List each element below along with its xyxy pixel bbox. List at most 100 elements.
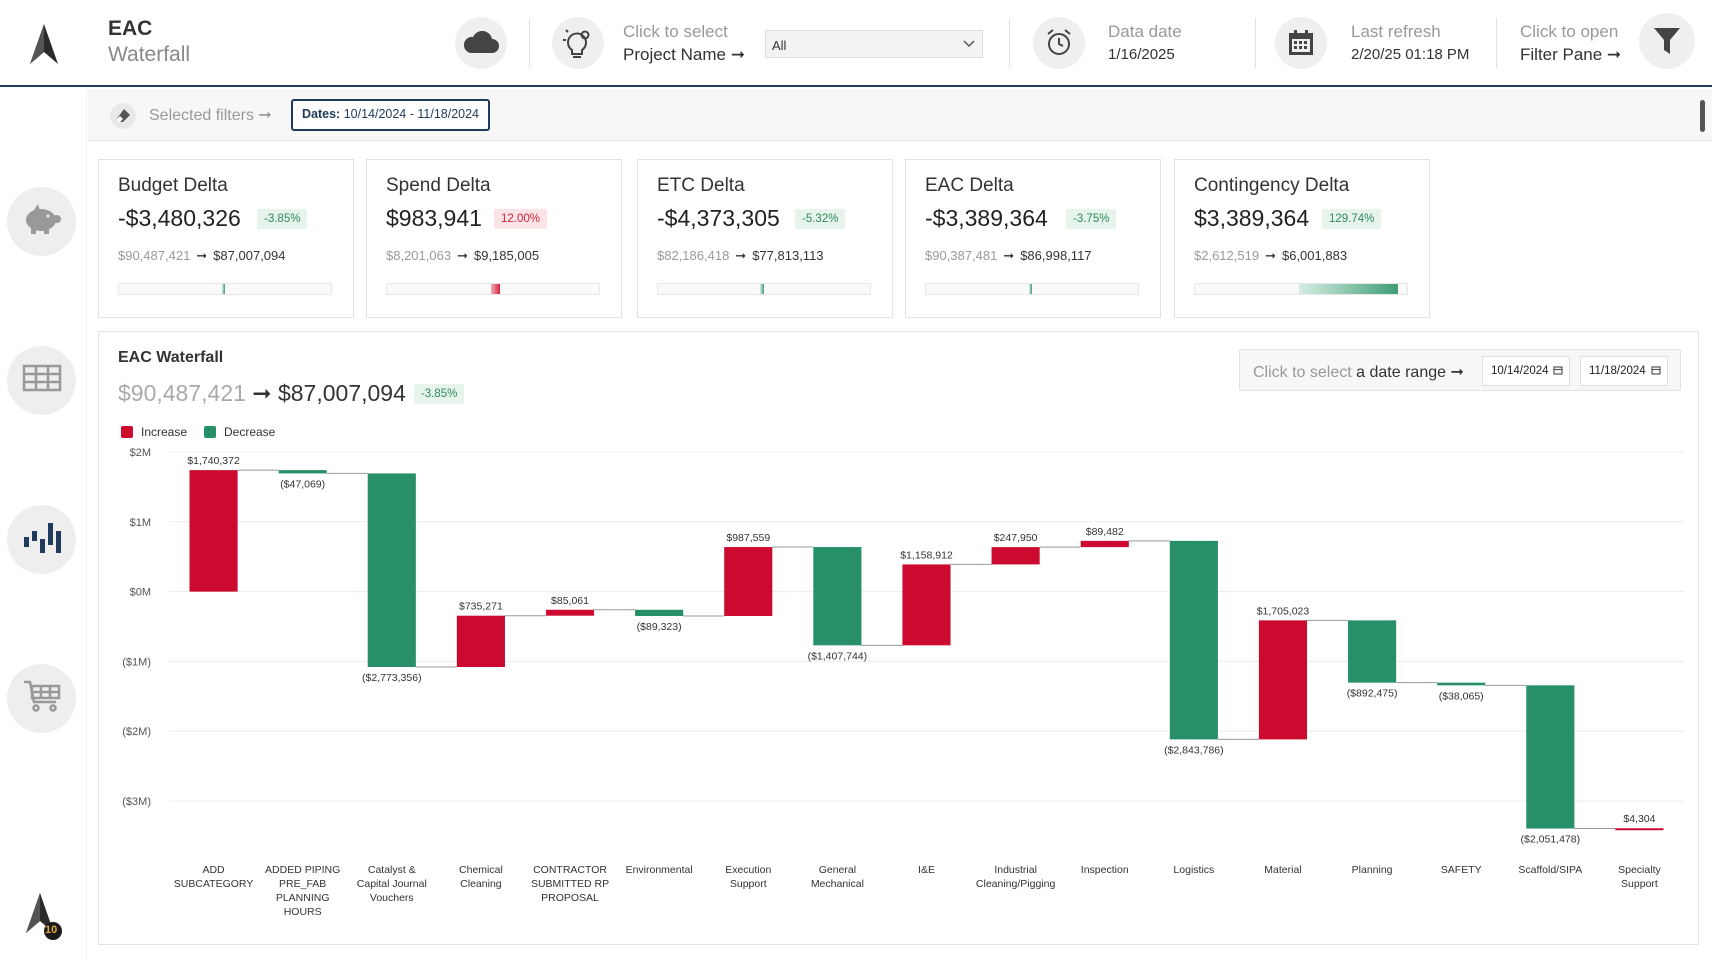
- chart-summary: $90,487,421 ➞ $87,007,094 -3.85%: [118, 380, 465, 407]
- x-tick-label: Industrial Cleaning/Pigging: [976, 864, 1056, 890]
- x-tick-label: Scaffold/SIPA: [1518, 864, 1582, 876]
- date-range-picker: Click to select a date range ➞ 10/14/202…: [1239, 349, 1681, 391]
- page-scrollbar[interactable]: [1700, 100, 1705, 132]
- data-label: ($2,773,356): [362, 672, 422, 684]
- waterfall-bar: [1526, 685, 1575, 829]
- header-divider: [1496, 18, 1497, 68]
- calendar-icon: [1651, 365, 1661, 378]
- data-label: $1,705,023: [1257, 605, 1310, 617]
- kpi-bar: [657, 283, 871, 295]
- waterfall-bar: [189, 470, 238, 592]
- kpi-from-to: $8,201,063 ➞ $9,185,005: [386, 248, 540, 263]
- x-tick-label: Logistics: [1173, 864, 1214, 876]
- x-tick-label: Specialty Support: [1618, 864, 1661, 890]
- start-date-input[interactable]: 10/14/2024: [1482, 356, 1570, 386]
- eraser-icon[interactable]: [110, 103, 136, 129]
- waterfall-chart-icon: [22, 519, 62, 560]
- page-title-sub: Waterfall: [108, 43, 191, 66]
- waterfall-bar: [1615, 828, 1664, 831]
- piggy-bank-icon: [20, 202, 64, 241]
- data-label: $735,271: [459, 601, 503, 613]
- lightbulb-gear-icon[interactable]: [552, 17, 604, 69]
- data-label: $247,950: [994, 532, 1038, 544]
- date-filter-chip[interactable]: Dates: 10/14/2024 - 11/18/2024: [291, 99, 491, 131]
- sidebar-item-table[interactable]: [7, 346, 76, 415]
- page-title-main: EAC: [108, 17, 153, 40]
- waterfall-bar: [902, 564, 951, 646]
- legend-decrease: Decrease: [204, 425, 275, 439]
- kpi-pct-badge: 12.00%: [494, 209, 548, 229]
- data-date: Data date 1/16/2025: [1108, 22, 1182, 63]
- x-tick-label: General Mechanical: [811, 864, 864, 890]
- data-label: ($47,069): [280, 478, 325, 490]
- data-label: ($892,475): [1347, 688, 1398, 700]
- waterfall-bar: [545, 609, 595, 616]
- sidebar-item-budget[interactable]: [7, 187, 76, 256]
- x-tick-label: ADDED PIPING PRE_FAB PLANNING HOURS: [265, 864, 340, 918]
- y-tick-label: $1M: [130, 517, 151, 529]
- kpi-pct-badge: -5.32%: [795, 209, 846, 229]
- data-label: $85,061: [551, 595, 589, 607]
- alarm-clock-icon: [1033, 17, 1085, 69]
- chart-title: EAC Waterfall: [118, 349, 224, 366]
- kpi-pct-badge: 129.74%: [1322, 209, 1382, 229]
- app-badge-logo-icon: 10: [24, 891, 66, 946]
- kpi-card-eac: EAC Delta -$3,389,364 -3.75% $90,387,481…: [905, 159, 1161, 318]
- project-selector-label[interactable]: Click to select Project Name ➞: [623, 22, 745, 64]
- x-tick-label: ADD SUBCATEGORY: [174, 864, 254, 890]
- date-range-label[interactable]: Click to select a date range ➞: [1253, 364, 1464, 381]
- page-title: EAC Waterfall: [108, 16, 190, 68]
- legend-swatch-increase: [121, 426, 133, 438]
- legend-swatch-decrease: [204, 426, 216, 438]
- kpi-bar: [118, 283, 332, 295]
- kpi-from-to: $90,387,481 ➞ $86,998,117: [925, 248, 1092, 263]
- kpi-bar-fill: [491, 284, 501, 294]
- y-tick-label: $0M: [130, 587, 151, 599]
- selected-filters-bar: Selected filters ➞ Dates: 10/14/2024 - 1…: [88, 89, 1712, 141]
- kpi-value: -$3,389,364: [925, 205, 1048, 231]
- x-tick-label: I&E: [918, 864, 935, 876]
- waterfall-bar: [1169, 540, 1218, 740]
- eac-waterfall-card: $2M $1M $0M ($1M) ($2M) ($3M) $1,740,372 ADD SUB…: [98, 331, 1699, 945]
- kpi-pct-badge: -3.85%: [257, 209, 308, 229]
- app-header: EAC Waterfall Click to select Project Na…: [0, 0, 1712, 87]
- waterfall-bar: [813, 547, 862, 646]
- x-tick-label: Execution Support: [725, 864, 771, 890]
- last-refresh: Last refresh 2/20/25 01:18 PM: [1351, 22, 1470, 63]
- kpi-value: $3,389,364: [1194, 205, 1310, 231]
- filter-pane-label[interactable]: Click to open Filter Pane ➞: [1520, 22, 1622, 64]
- project-name-dropdown[interactable]: All: [765, 30, 983, 58]
- header-divider: [1009, 18, 1010, 68]
- waterfall-bar: [456, 615, 505, 668]
- calendar-icon: [1553, 365, 1563, 378]
- sidebar-item-cart[interactable]: [7, 664, 76, 733]
- y-tick-label: ($2M): [122, 726, 151, 738]
- filter-icon[interactable]: [1639, 13, 1695, 69]
- data-label: $1,740,372: [187, 455, 240, 467]
- waterfall-chart: $2M $1M $0M ($1M) ($2M) ($3M) $1,740,372 ADD SUB…: [122, 447, 1684, 918]
- date-filter-value: 10/14/2024 - 11/18/2024: [343, 107, 480, 121]
- chevron-down-icon: [962, 37, 976, 54]
- data-label: $987,559: [726, 532, 770, 544]
- kpi-card-etc: ETC Delta -$4,373,305 -5.32% $82,186,418…: [637, 159, 893, 318]
- waterfall-bar: [724, 547, 773, 616]
- kpi-card-budget: Budget Delta -$3,480,326 -3.85% $90,487,…: [98, 159, 354, 318]
- kpi-value: -$4,373,305: [657, 205, 780, 231]
- waterfall-bar: [991, 547, 1040, 565]
- end-date-input[interactable]: 11/18/2024: [1580, 356, 1668, 386]
- kpi-bar: [1194, 283, 1408, 295]
- kpi-title: Contingency Delta: [1194, 175, 1350, 196]
- waterfall-bar: [367, 473, 416, 668]
- y-tick-label: ($3M): [122, 796, 151, 808]
- data-label: ($1,407,744): [808, 650, 868, 662]
- cloud-icon[interactable]: [455, 17, 507, 69]
- x-tick-label: Planning: [1352, 864, 1393, 876]
- data-label: ($38,065): [1439, 690, 1484, 702]
- kpi-bar-fill: [1029, 284, 1032, 294]
- sidebar-item-waterfall[interactable]: [7, 505, 76, 574]
- waterfall-bar: [635, 609, 684, 616]
- kpi-title: EAC Delta: [925, 175, 1014, 196]
- kpi-bar: [925, 283, 1139, 295]
- x-tick-label: Material: [1264, 864, 1301, 876]
- calendar-refresh-icon: [1275, 17, 1327, 69]
